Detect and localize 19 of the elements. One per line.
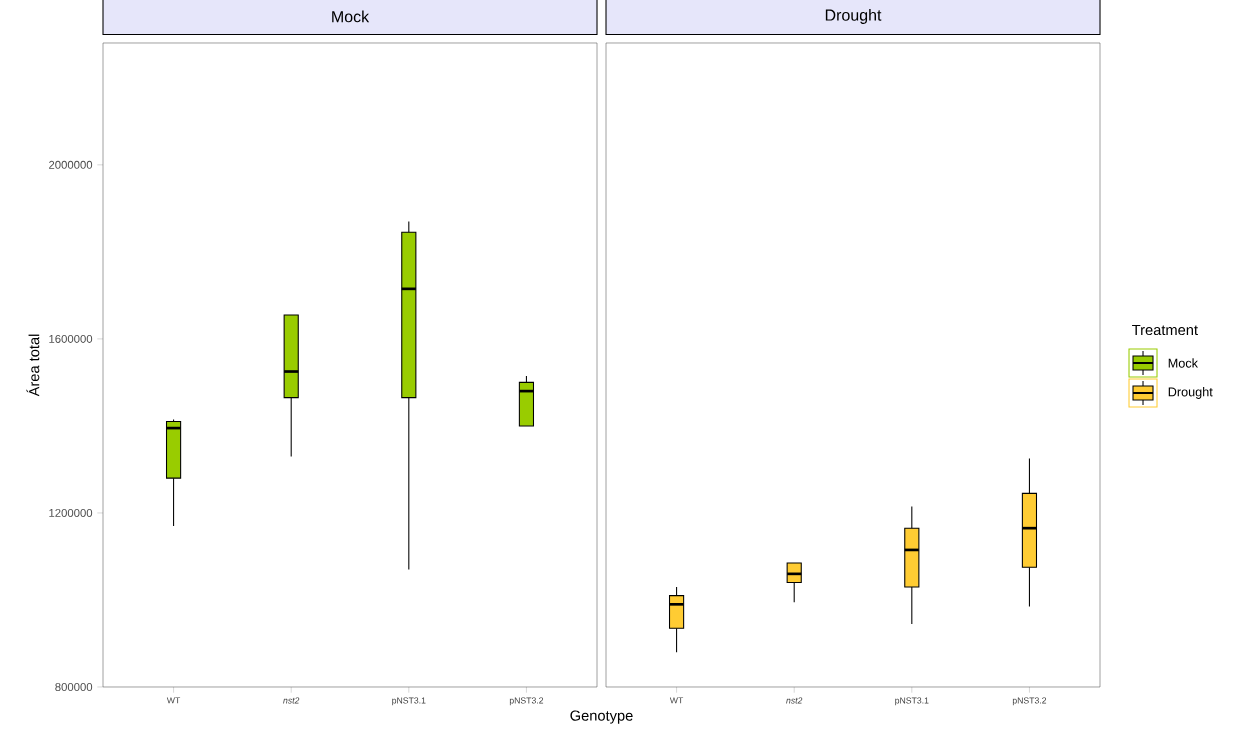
x-tick-label: nst2 (283, 697, 300, 704)
legend-label: Drought (1168, 387, 1213, 399)
x-tick-label: pNST3.1 (895, 697, 929, 706)
y-tick-label: 2000000 (49, 160, 93, 169)
x-tick-label: pNST3.2 (509, 697, 544, 706)
legend-title: Treatment (1132, 324, 1198, 336)
chart-title: Mock (332, 10, 370, 23)
chart-title: Drought (825, 9, 882, 24)
x-axis-title: Genotype (570, 710, 633, 724)
x-tick-label: WT (166, 697, 181, 704)
legend-label: Mock (1168, 358, 1199, 368)
y-tick-label: 1200000 (49, 508, 93, 517)
y-tick-label: 800000 (55, 683, 93, 692)
x-tick-label: pNST3.1 (392, 697, 426, 706)
x-tick-label: pNST3.2 (1012, 697, 1047, 706)
y-tick-label: 1600000 (49, 334, 93, 343)
x-tick-label: WT (669, 697, 684, 704)
x-tick-label: nst2 (786, 697, 803, 704)
y-axis-title: Área total (26, 334, 40, 397)
